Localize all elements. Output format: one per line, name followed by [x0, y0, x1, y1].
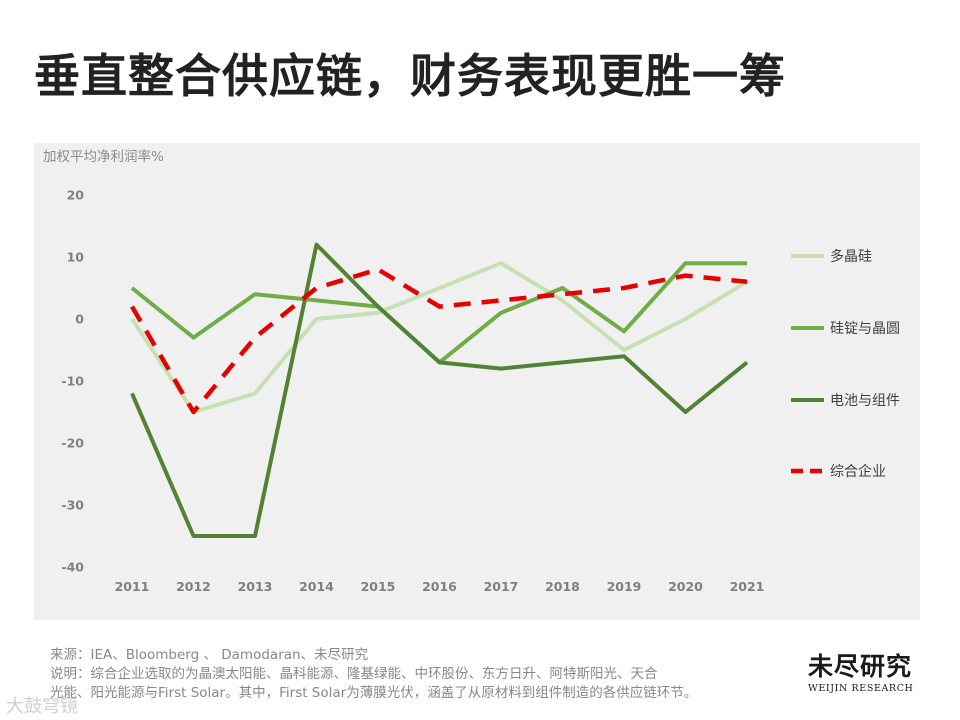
watermark: 大鼓穹镜 — [6, 696, 78, 717]
legend-label: 电池与组件 — [830, 393, 900, 409]
description-text-2: 光能、阳光能源与First Solar。其中，First Solar为薄膜光伏，… — [50, 685, 698, 701]
line-chart: 加权平均净利润率% 20 10 0 -10 -20 -30 -40 2011 2012 2013… — [43, 148, 900, 594]
page-title: 垂直整合供应链，财务表现更胜一筹 — [34, 49, 786, 103]
y-tick-label: 10 — [67, 250, 85, 265]
legend-label: 硅锭与晶圆 — [830, 321, 900, 337]
x-axis-ticks: 2011 2012 2013 2014 2015 2016 2017 2018 2019 2020… — [115, 579, 765, 594]
description-text-1: 综合企业选取的为晶澳太阳能、晶科能源、隆基绿能、中环股份、东方日升、阿特斯阳光、… — [90, 666, 658, 682]
logo-chinese: 未尽研究 — [808, 652, 913, 681]
logo-english: WEIJIN RESEARCH — [808, 683, 914, 694]
series-lines — [130, 242, 749, 538]
source-text: IEA、Bloomberg 、 Damodaran、未尽研究 — [90, 647, 369, 663]
chart-panel: 加权平均净利润率% 20 10 0 -10 -20 -30 -40 2011 2012 2013… — [34, 143, 920, 620]
x-tick-label: 2016 — [422, 579, 457, 594]
x-tick-label: 2018 — [545, 579, 580, 594]
x-tick-label: 2013 — [238, 579, 273, 594]
brand-logo: 未尽研究 WEIJIN RESEARCH — [808, 652, 928, 696]
source-line: 来源： IEA、Bloomberg 、 Damodaran、未尽研究 — [50, 646, 790, 665]
y-axis-ticks: 20 10 0 -10 -20 -30 -40 — [61, 188, 84, 575]
series-line-1 — [130, 261, 747, 365]
source-label: 来源： — [50, 647, 91, 663]
y-tick-label: -10 — [61, 374, 84, 389]
x-tick-label: 2014 — [299, 579, 334, 594]
x-tick-label: 2020 — [668, 579, 703, 594]
x-tick-label: 2015 — [361, 579, 396, 594]
y-axis-title: 加权平均净利润率% — [43, 148, 164, 165]
y-tick-label: 20 — [67, 188, 85, 203]
series-line-3 — [130, 267, 748, 415]
description-label: 说明： — [50, 666, 91, 682]
source-notes: 来源： IEA、Bloomberg 、 Damodaran、未尽研究 说明： 综… — [50, 646, 790, 703]
y-tick-label: -20 — [61, 436, 84, 451]
description-line-2: 光能、阳光能源与First Solar。其中，First Solar为薄膜光伏，… — [50, 684, 790, 703]
x-tick-label: 2017 — [484, 579, 519, 594]
x-tick-label: 2012 — [176, 579, 211, 594]
y-tick-label: -30 — [61, 498, 84, 513]
series-line-0 — [130, 261, 749, 414]
x-tick-label: 2011 — [115, 579, 150, 594]
legend-label: 综合企业 — [830, 463, 886, 480]
x-tick-label: 2019 — [607, 579, 642, 594]
y-tick-label: 0 — [75, 312, 84, 327]
x-tick-label: 2021 — [730, 579, 765, 594]
legend-label: 多晶硅 — [830, 248, 872, 265]
y-tick-label: -40 — [61, 560, 84, 575]
description-line-1: 说明： 综合企业选取的为晶澳太阳能、晶科能源、隆基绿能、中环股份、东方日升、阿特… — [50, 665, 790, 684]
